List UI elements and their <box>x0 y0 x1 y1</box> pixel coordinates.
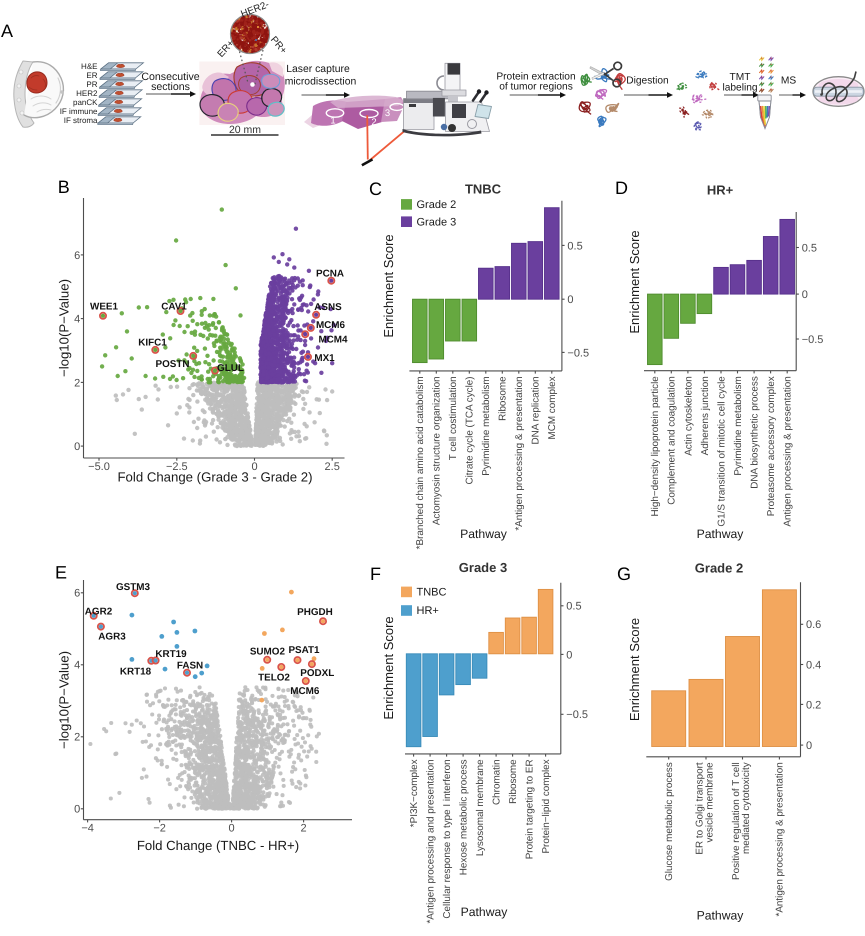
svg-text:WEE1: WEE1 <box>90 302 118 313</box>
svg-text:MCM6: MCM6 <box>316 320 346 331</box>
svg-text:Fold Change (TNBC - HR+): Fold Change (TNBC - HR+) <box>137 838 299 853</box>
svg-text:0: 0 <box>251 461 257 473</box>
svg-text:2.5: 2.5 <box>325 461 340 473</box>
svg-text:0: 0 <box>229 823 235 835</box>
svg-text:−2: −2 <box>153 823 166 835</box>
svg-text:E: E <box>55 563 67 583</box>
svg-text:CAV1: CAV1 <box>161 302 187 313</box>
svg-text:0: 0 <box>74 441 80 453</box>
svg-text:GLUL: GLUL <box>217 363 244 374</box>
svg-text:2: 2 <box>301 823 307 835</box>
svg-text:−log10(P−Value): −log10(P−Value) <box>57 279 72 377</box>
svg-text:4: 4 <box>74 314 80 326</box>
svg-text:ASNS: ASNS <box>314 302 342 313</box>
svg-text:2: 2 <box>74 377 80 389</box>
svg-text:4: 4 <box>74 660 80 672</box>
svg-text:0: 0 <box>74 804 80 816</box>
svg-text:KIFC1: KIFC1 <box>138 338 167 349</box>
svg-text:−5.0: −5.0 <box>88 461 110 473</box>
svg-text:PCNA: PCNA <box>316 269 344 280</box>
svg-text:−4: −4 <box>81 823 94 835</box>
svg-text:−log10(P−Value): −log10(P−Value) <box>57 651 72 749</box>
svg-text:POSTN: POSTN <box>155 359 189 370</box>
svg-text:MX1: MX1 <box>314 353 335 364</box>
svg-text:6: 6 <box>74 250 80 262</box>
svg-text:2: 2 <box>74 732 80 744</box>
svg-text:−2.5: −2.5 <box>166 461 188 473</box>
svg-text:B: B <box>58 177 70 197</box>
svg-text:MCM4: MCM4 <box>318 335 348 346</box>
svg-text:Fold Change (Grade 3 - Grade 2: Fold Change (Grade 3 - Grade 2) <box>118 470 313 485</box>
svg-text:6: 6 <box>74 588 80 600</box>
